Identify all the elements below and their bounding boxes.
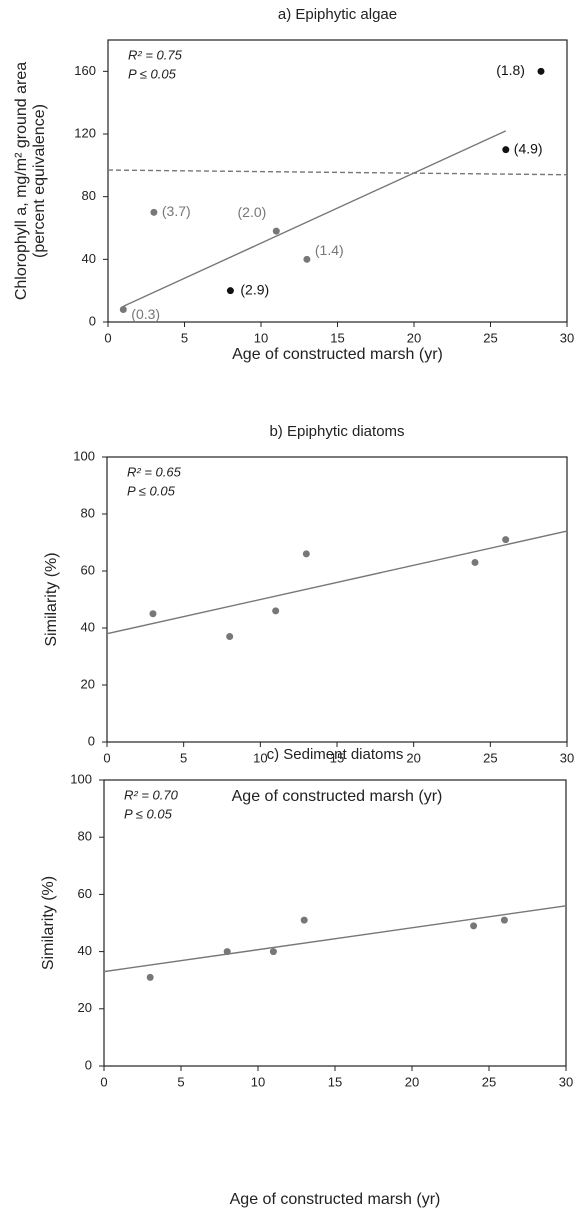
x-tick-label: 0 [104,330,111,345]
data-point [470,922,478,930]
point-label: (3.7) [162,203,191,219]
data-point [226,633,234,641]
stat-annotation: R² = 0.65 [127,464,182,479]
data-point [502,146,510,154]
data-point [502,536,510,544]
data-point [300,916,308,924]
plot-frame [107,39,568,323]
y-tick-label: 40 [78,943,92,958]
y-axis-label: Chlorophyll a, mg/m² ground area [13,62,30,300]
regression-line [103,905,567,973]
data-point [303,255,311,263]
data-point [302,550,310,558]
data-point [269,948,277,956]
x-tick-label: 5 [177,1074,184,1089]
x-tick-label: 25 [482,1074,496,1089]
chart-title: a) Epiphytic algae [278,6,397,23]
x-tick-label: 25 [483,750,497,765]
plot-frame [106,456,568,743]
regression-line [106,530,568,635]
x-tick-label: 10 [253,750,267,765]
reference-line [107,169,568,176]
y-tick-label: 20 [78,1000,92,1015]
x-tick-label: 15 [330,330,344,345]
y-tick-label: 80 [78,829,92,844]
point-label: (0.3) [131,306,160,322]
data-point [150,208,158,216]
x-tick-label: 30 [560,330,574,345]
y-axis-label: (percent equivalence) [31,104,48,258]
stat-annotation: P ≤ 0.05 [124,806,173,821]
point-label: (4.9) [514,140,543,156]
data-point [500,916,508,924]
stat-annotation: R² = 0.70 [124,787,179,802]
point-label: (2.9) [240,281,269,297]
x-tick-label: 5 [180,750,187,765]
y-tick-label: 0 [89,313,96,328]
data-point [149,610,157,618]
y-axis-label: Similarity (%) [43,552,60,646]
y-axis-label: Similarity (%) [40,876,57,970]
x-tick-label: 5 [181,330,188,345]
data-point [471,558,479,566]
data-point [272,607,280,615]
stat-annotation: R² = 0.75 [128,47,183,62]
stat-annotation: P ≤ 0.05 [128,66,177,81]
y-tick-label: 0 [88,733,95,748]
y-tick-label: 60 [81,562,95,577]
x-tick-label: 20 [405,1074,419,1089]
y-tick-label: 80 [82,188,96,203]
x-tick-label: 30 [559,1074,573,1089]
y-tick-label: 160 [74,63,96,78]
point-label: (2.0) [238,204,267,220]
y-tick-label: 100 [70,771,92,786]
x-tick-label: 15 [330,750,344,765]
x-axis-label: Age of constructed marsh (yr) [230,1191,441,1208]
y-tick-label: 120 [74,125,96,140]
chart-title: b) Epiphytic diatoms [269,423,404,440]
point-label: (1.8) [496,62,525,78]
x-tick-label: 20 [407,330,421,345]
x-axis-label: Age of constructed marsh (yr) [232,788,443,805]
x-tick-label: 10 [251,1074,265,1089]
y-tick-label: 100 [73,448,95,463]
point-label: (1.4) [315,242,344,258]
x-tick-label: 0 [103,750,110,765]
y-tick-label: 40 [82,251,96,266]
x-tick-label: 25 [483,330,497,345]
data-point [226,287,234,295]
y-tick-label: 40 [81,619,95,634]
data-point [272,227,280,235]
x-tick-label: 15 [328,1074,342,1089]
x-tick-label: 10 [254,330,268,345]
data-point [223,948,231,956]
y-tick-label: 0 [85,1057,92,1072]
x-tick-label: 20 [406,750,420,765]
regression-line [123,130,507,307]
stat-annotation: P ≤ 0.05 [127,483,176,498]
data-point [119,305,127,313]
x-tick-label: 30 [560,750,574,765]
y-tick-label: 80 [81,505,95,520]
data-point [537,67,545,75]
plot-frame [103,779,567,1067]
x-tick-label: 0 [100,1074,107,1089]
y-tick-label: 20 [81,676,95,691]
y-tick-label: 60 [78,886,92,901]
data-point [146,973,154,981]
x-axis-label: Age of constructed marsh (yr) [232,346,443,363]
chart-title: c) Sediment diatoms [267,746,404,763]
